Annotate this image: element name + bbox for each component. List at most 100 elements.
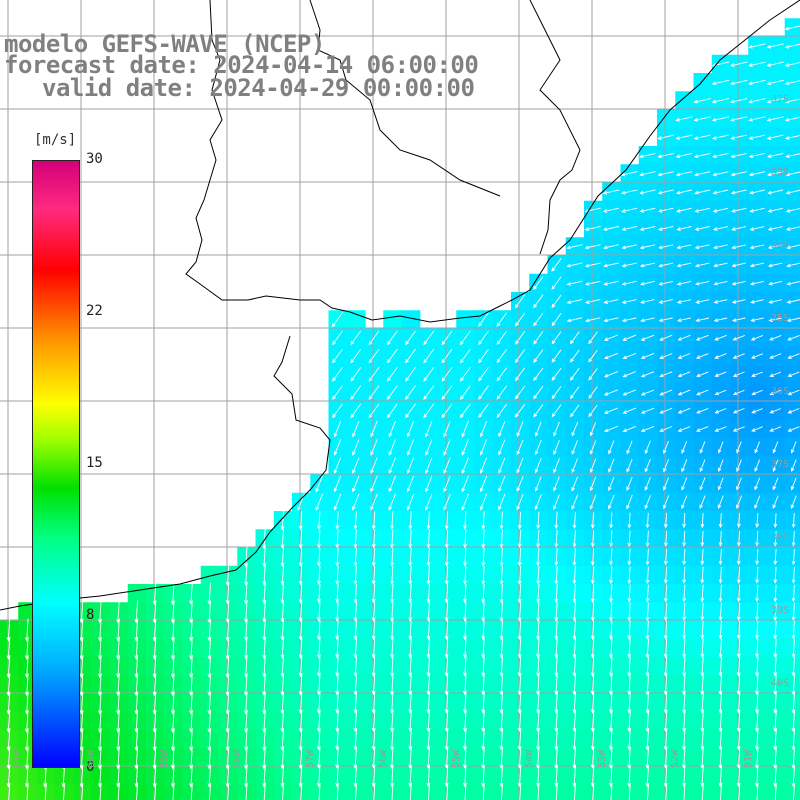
- wind-arrow: [533, 276, 544, 291]
- wind-speed-cell: [492, 310, 512, 330]
- wind-arrow: [499, 529, 504, 549]
- wind-speed-cell: [784, 766, 800, 786]
- wind-arrow: [481, 656, 486, 677]
- wind-arrow: [388, 493, 396, 511]
- wind-arrow: [280, 510, 285, 531]
- wind-arrow: [736, 459, 742, 473]
- wind-arrow: [769, 371, 782, 377]
- wind-arrow: [767, 171, 784, 177]
- wind-arrow: [370, 457, 378, 475]
- wind-speed-cell: [511, 401, 530, 421]
- wind-arrow: [639, 226, 656, 231]
- wind-arrow: [712, 171, 729, 177]
- wind-arrow: [336, 783, 339, 800]
- wind-arrow: [459, 367, 471, 382]
- wind-arrow: [350, 348, 362, 364]
- wind-arrow: [388, 475, 396, 493]
- wind-arrow: [640, 299, 655, 304]
- wind-arrow: [663, 638, 668, 659]
- wind-arrow: [461, 493, 469, 511]
- wind-arrow: [736, 477, 742, 491]
- wind-arrow: [663, 656, 668, 677]
- wind-arrow: [352, 475, 360, 493]
- wind-arrow: [751, 426, 763, 432]
- wind-arrow: [463, 601, 467, 622]
- wind-arrow: [730, 61, 748, 67]
- wind-arrow: [608, 692, 613, 714]
- wind-arrow: [784, 43, 800, 49]
- wind-arrow: [608, 440, 615, 455]
- wind-arrow: [718, 638, 723, 659]
- wind-arrow: [696, 407, 709, 414]
- wind-arrow: [481, 601, 486, 622]
- wind-arrow: [659, 407, 673, 414]
- wind-arrow: [444, 601, 449, 622]
- wind-arrow: [712, 226, 728, 231]
- wind-arrow: [262, 528, 267, 549]
- wind-arrow: [499, 674, 504, 696]
- wind-arrow: [517, 529, 522, 548]
- wind-speed-cell: [565, 401, 585, 421]
- wind-arrow: [767, 226, 783, 231]
- wind-arrow: [700, 656, 705, 677]
- wind-arrow: [695, 334, 709, 341]
- lon-label: 54W: [524, 749, 535, 768]
- wind-arrow: [408, 620, 413, 641]
- wind-speed-cell: [784, 529, 800, 549]
- wind-arrow: [732, 371, 745, 377]
- wind-arrow: [675, 189, 692, 195]
- wind-arrow: [659, 353, 673, 359]
- wind-arrow: [554, 602, 559, 622]
- wind-arrow: [662, 495, 670, 510]
- wind-arrow: [590, 692, 595, 714]
- wind-arrow: [444, 529, 449, 549]
- wind-arrow: [769, 389, 782, 396]
- wind-arrow: [772, 459, 779, 473]
- wind-arrow: [536, 620, 540, 641]
- wind-arrow: [700, 584, 705, 603]
- wind-arrow: [282, 782, 285, 800]
- wind-arrow: [572, 584, 577, 604]
- wind-arrow: [371, 601, 376, 622]
- wind-arrow: [676, 207, 692, 213]
- wind-arrow: [262, 546, 267, 568]
- wind-arrow: [353, 529, 358, 549]
- wind-arrow: [730, 152, 747, 159]
- wind-arrow: [588, 386, 598, 399]
- wind-arrow: [732, 408, 745, 414]
- wind-arrow: [481, 511, 486, 530]
- wind-arrow: [423, 330, 435, 346]
- wind-arrow: [353, 601, 358, 622]
- wind-arrow: [444, 547, 449, 567]
- wind-speed-cell: [784, 584, 800, 603]
- wind-arrow: [736, 674, 741, 696]
- wind-arrow: [694, 189, 711, 195]
- wind-arrow: [554, 566, 559, 585]
- wind-arrow: [425, 457, 433, 475]
- wind-arrow: [572, 620, 577, 641]
- wind-arrow: [657, 189, 674, 195]
- lon-label: 61W: [12, 749, 23, 768]
- wind-arrow: [154, 782, 157, 800]
- wind-arrow: [773, 549, 778, 566]
- wind-arrow: [730, 189, 747, 195]
- colorbar: [32, 160, 80, 768]
- wind-speed-cell: [784, 638, 800, 658]
- forecast-date: forecast date: 2024-04-14 06:00:00: [4, 51, 479, 79]
- wind-arrow: [773, 584, 778, 603]
- wind-arrow: [627, 692, 632, 714]
- wind-arrow: [700, 602, 705, 621]
- wind-speed-cell: [456, 310, 476, 330]
- wind-arrow: [665, 783, 668, 800]
- wind-arrow: [754, 459, 761, 473]
- wind-arrow: [695, 299, 710, 304]
- wind-arrow: [499, 511, 504, 530]
- wind-arrow: [335, 547, 340, 567]
- wind-arrow: [639, 207, 656, 213]
- wind-arrow: [300, 782, 303, 800]
- wind-arrow: [785, 153, 800, 159]
- wind-arrow: [350, 367, 362, 382]
- wind-arrow: [676, 299, 691, 304]
- wind-arrow: [463, 529, 467, 549]
- wind-arrow: [773, 602, 778, 621]
